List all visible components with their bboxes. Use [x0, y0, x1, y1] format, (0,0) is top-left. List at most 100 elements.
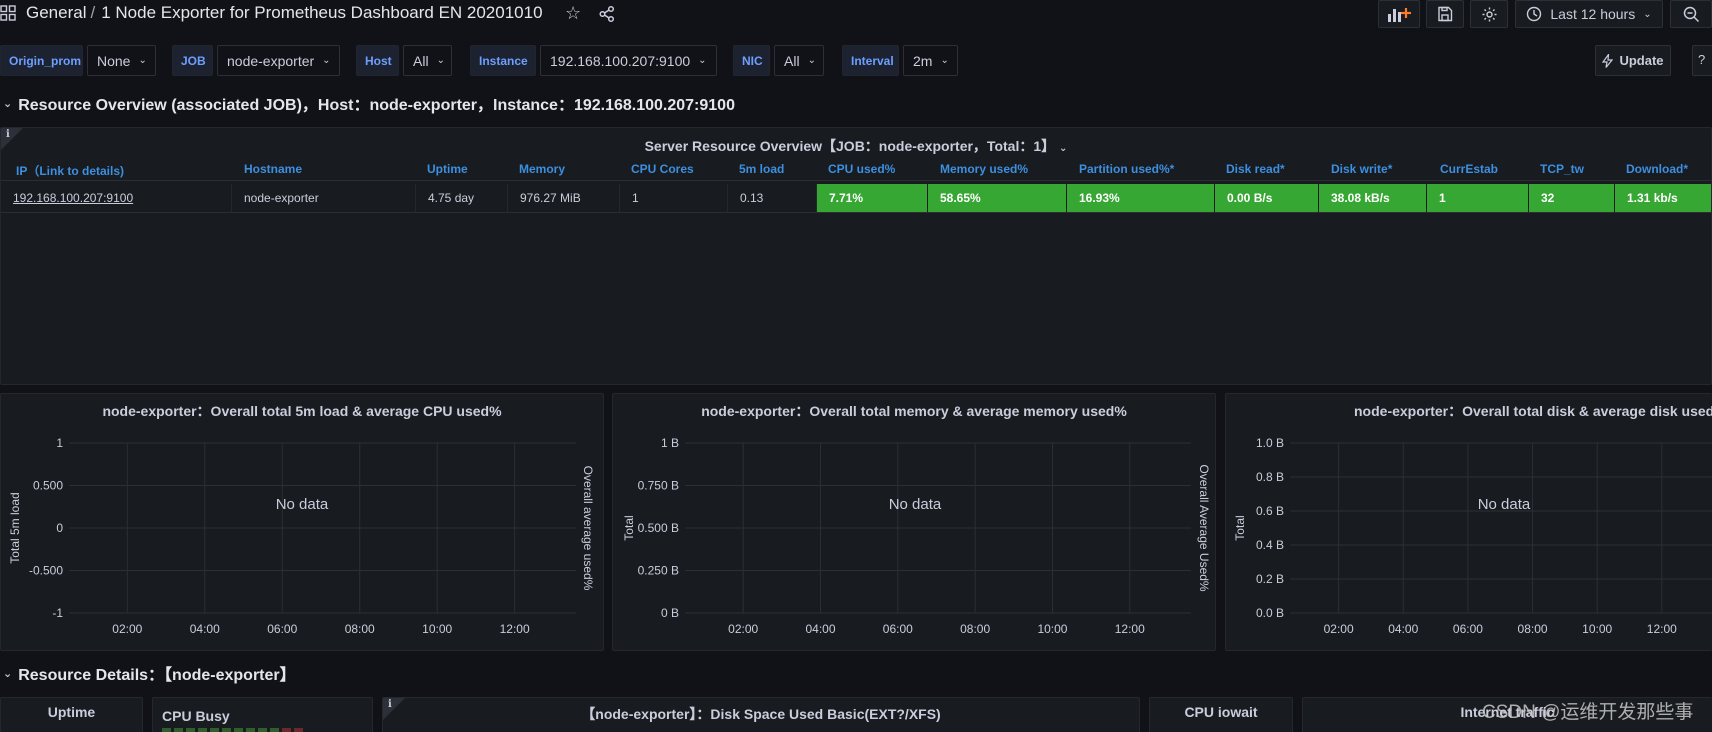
time-range-picker[interactable]: Last 12 hours ⌄	[1515, 0, 1663, 28]
chart-title[interactable]: node-exporter：Overall total 5m load & av…	[102, 403, 502, 419]
column-header[interactable]: IP（Link to details)	[16, 164, 125, 178]
column-header[interactable]: 5m load	[739, 162, 785, 176]
row-header-resource-overview[interactable]: ⌄ Resource Overview (associated JOB)，Hos…	[0, 91, 735, 115]
add-panel-button[interactable]	[1378, 0, 1420, 28]
var-value-job: node-exporter	[227, 52, 315, 69]
dashboard-settings-button[interactable]	[1470, 0, 1508, 28]
panel-title[interactable]: Internet traffic	[1460, 704, 1555, 720]
y-tick-label: 0.250 B	[638, 564, 679, 578]
zoom-out-button[interactable]	[1670, 0, 1712, 28]
column-header[interactable]: Memory used%	[940, 162, 1029, 176]
cell-value: 1	[1439, 191, 1446, 205]
table-cell: 1.31 kb/s	[1615, 184, 1711, 212]
chart-panel-disk: node-exporter：Overall total disk & avera…	[1225, 393, 1712, 651]
var-select-job[interactable]: node-exporter ⌄	[217, 45, 340, 76]
breadcrumb-separator: /	[90, 3, 96, 22]
y-tick-label: -0.500	[29, 564, 63, 578]
var-select-instance[interactable]: 192.168.100.207:9100 ⌄	[540, 45, 717, 76]
x-tick-label: 10:00	[1582, 622, 1612, 636]
x-tick-label: 08:00	[960, 622, 990, 636]
table-cell-ip-link[interactable]: 192.168.100.207:9100	[1, 184, 232, 212]
x-tick-label: 04:00	[190, 622, 220, 636]
var-select-nic[interactable]: All ⌄	[774, 45, 824, 76]
add-panel-icon	[1388, 8, 1411, 22]
panel-title[interactable]: CPU iowait	[1184, 704, 1258, 720]
panel-title[interactable]: 【node-exporter】：Disk Space Used Basic(EX…	[581, 706, 941, 722]
column-header[interactable]: Partition used%*	[1079, 162, 1175, 176]
chart-title[interactable]: node-exporter：Overall total disk & avera…	[1354, 403, 1712, 419]
x-tick-label: 12:00	[1115, 622, 1145, 636]
column-header[interactable]: TCP_tw	[1540, 162, 1585, 176]
var-label-origin-prom: Origin_prom	[0, 45, 83, 76]
y-tick-label: 1.0 B	[1256, 436, 1284, 450]
dashboard-title[interactable]: 1 Node Exporter for Prometheus Dashboard…	[101, 3, 543, 22]
cell-value: node-exporter	[244, 191, 319, 205]
y-tick-label: 1 B	[661, 436, 679, 450]
y-tick-label: 0.500	[33, 479, 63, 493]
column-header[interactable]: Hostname	[244, 162, 303, 176]
panel-title[interactable]: Server Resource Overview【JOB：node-export…	[1, 136, 1711, 156]
y-tick-label: 0.2 B	[1256, 572, 1284, 586]
cell-value: 192.168.100.207:9100	[13, 191, 134, 205]
y-tick-label: 1	[56, 436, 63, 450]
chevron-down-icon: ⌄	[940, 55, 949, 66]
chevron-down-icon: ⌄	[138, 55, 147, 66]
table-header-divider	[1, 180, 1711, 181]
apps-grid-icon[interactable]	[0, 5, 16, 21]
chevron-down-icon: ⌄	[1643, 8, 1652, 20]
y-tick-label: 0.4 B	[1256, 538, 1284, 552]
column-header[interactable]: Memory	[519, 162, 566, 176]
cell-value: 976.27 MiB	[520, 191, 581, 205]
x-tick-label: 08:00	[345, 622, 375, 636]
breadcrumb-folder[interactable]: General	[26, 3, 87, 22]
var-value-origin-prom: None	[97, 52, 131, 69]
var-select-interval[interactable]: 2m ⌄	[903, 45, 958, 76]
row-header-resource-details[interactable]: ⌄ Resource Details：【node-exporter】	[0, 661, 296, 685]
cell-value: 16.93%	[1079, 191, 1120, 205]
var-label-interval: Interval	[842, 45, 899, 76]
y-tick-label: 0.750 B	[638, 479, 679, 493]
panel-title-text: Server Resource Overview【JOB：node-export…	[644, 138, 1056, 154]
column-header[interactable]: Disk write*	[1331, 162, 1393, 176]
var-select-host[interactable]: All ⌄	[403, 45, 452, 76]
info-corner[interactable]	[383, 698, 405, 720]
chart-memory: 1 B 0.750 B 0.500 B 0.250 B 0 B 02:00 04:00 06:…	[622, 436, 1211, 636]
panel-title[interactable]: Uptime	[47, 704, 96, 720]
row-title: Resource Details：【node-exporter】	[18, 667, 296, 684]
var-label-job: JOB	[172, 45, 213, 76]
column-header[interactable]: CPU Cores	[631, 162, 694, 176]
var-select-origin-prom[interactable]: None ⌄	[87, 45, 156, 76]
chart-panel-memory: node-exporter：Overall total memory & ave…	[612, 393, 1216, 651]
panel-title[interactable]: CPU Busy	[162, 708, 230, 724]
y-axis-label: Total 5m load	[8, 492, 22, 563]
table-cell: 0.13	[728, 184, 817, 212]
chevron-down-icon: ⌄	[436, 55, 445, 66]
info-icon[interactable]: i	[388, 699, 392, 710]
chevron-down-icon: ⌄	[322, 55, 331, 66]
no-data-message: No data	[1478, 496, 1531, 513]
save-dashboard-button[interactable]	[1426, 0, 1464, 28]
x-tick-label: 06:00	[883, 622, 913, 636]
cpu-busy-panel: CPU Busy	[152, 697, 373, 732]
column-header[interactable]: Disk read*	[1226, 162, 1285, 176]
column-header[interactable]: Download*	[1626, 162, 1688, 176]
table-cell: node-exporter	[232, 184, 416, 212]
column-header[interactable]: Uptime	[427, 162, 468, 176]
y-tick-label: 0	[56, 521, 63, 535]
table-cell: 32	[1529, 184, 1615, 212]
no-data-message: No data	[276, 496, 329, 513]
x-tick-label: 02:00	[728, 622, 758, 636]
share-icon[interactable]	[598, 5, 616, 23]
column-header[interactable]: CPU used%	[828, 162, 896, 176]
info-corner[interactable]	[1, 128, 23, 150]
var-value-nic: All	[784, 52, 800, 69]
help-button[interactable]: ?	[1692, 45, 1712, 76]
update-button[interactable]: Update	[1595, 45, 1671, 76]
chevron-down-icon: ⌄	[3, 667, 13, 680]
column-header[interactable]: CurrEstab	[1440, 162, 1499, 176]
chart-title[interactable]: node-exporter：Overall total memory & ave…	[701, 403, 1127, 419]
star-icon[interactable]: ☆	[565, 3, 582, 23]
info-icon[interactable]: i	[6, 129, 10, 140]
server-resource-overview-panel: i Server Resource Overview【JOB：node-expo…	[0, 127, 1712, 385]
cell-value: 1.31 kb/s	[1627, 191, 1678, 205]
